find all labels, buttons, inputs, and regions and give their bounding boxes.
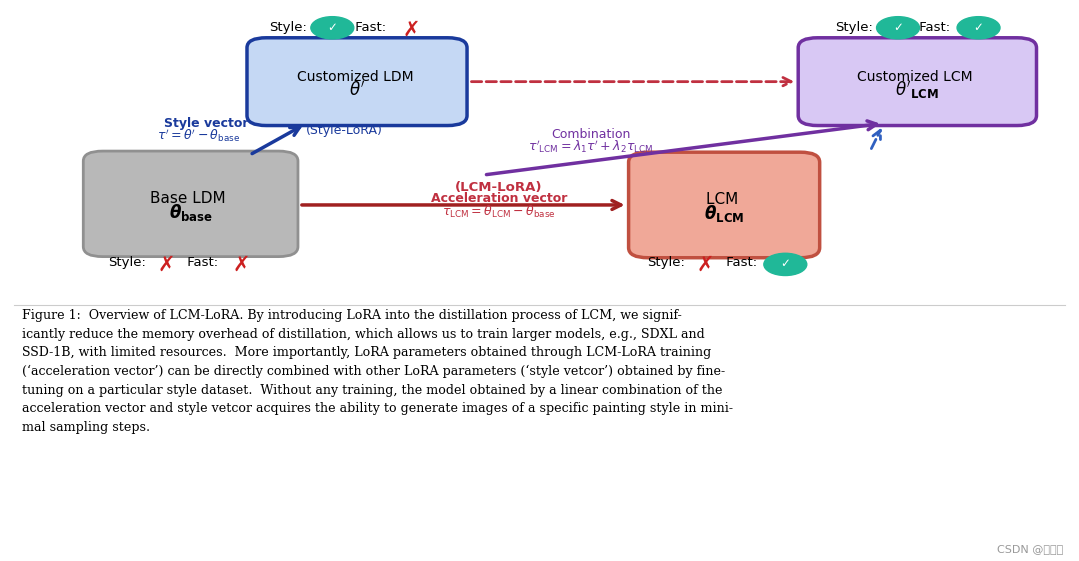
Text: Fast:: Fast: xyxy=(183,256,218,269)
Text: $\boldsymbol{\theta'}$: $\boldsymbol{\theta'}$ xyxy=(349,80,366,99)
Text: ✓: ✓ xyxy=(893,21,903,34)
Circle shape xyxy=(764,253,807,275)
Text: Style:: Style: xyxy=(269,21,306,34)
Text: Acceleration vector: Acceleration vector xyxy=(431,192,566,205)
Text: $\boldsymbol{\theta'}_{\mathbf{LCM}}$: $\boldsymbol{\theta'}_{\mathbf{LCM}}$ xyxy=(896,79,940,101)
Text: Fast:: Fast: xyxy=(915,21,951,34)
Text: Style:: Style: xyxy=(835,21,873,34)
Circle shape xyxy=(311,17,354,39)
Text: Fast:: Fast: xyxy=(351,21,385,34)
FancyBboxPatch shape xyxy=(629,152,820,257)
Text: ✗: ✗ xyxy=(232,254,250,274)
Text: Style vector: Style vector xyxy=(164,117,249,130)
Text: $\boldsymbol{\theta}_{\mathbf{base}}$: $\boldsymbol{\theta}_{\mathbf{base}}$ xyxy=(168,202,213,223)
Text: Fast:: Fast: xyxy=(722,256,757,269)
Text: Style:: Style: xyxy=(646,256,685,269)
Text: Base LDM: Base LDM xyxy=(150,191,231,206)
Text: $\tau' = \theta' - \theta_{\mathrm{base}}$: $\tau' = \theta' - \theta_{\mathrm{base}… xyxy=(156,128,240,144)
Text: ✗: ✗ xyxy=(696,254,713,274)
Text: (LCM-LoRA): (LCM-LoRA) xyxy=(455,181,543,194)
FancyBboxPatch shape xyxy=(247,38,467,126)
Text: ✓: ✓ xyxy=(973,21,983,34)
Circle shape xyxy=(876,17,919,39)
Text: Customized LCM: Customized LCM xyxy=(858,70,978,84)
Text: Figure 1:  Overview of LCM-LoRA. By introducing LoRA into the distillation proce: Figure 1: Overview of LCM-LoRA. By intro… xyxy=(22,309,733,434)
Text: CSDN @上总介: CSDN @上总介 xyxy=(997,544,1063,554)
Text: ✗: ✗ xyxy=(404,20,421,39)
Text: ✓: ✓ xyxy=(327,21,338,34)
Text: $\tau_{\mathrm{LCM}} = \theta_{\mathrm{LCM}} - \theta_{\mathrm{base}}$: $\tau_{\mathrm{LCM}} = \theta_{\mathrm{L… xyxy=(442,204,556,220)
Text: Combination: Combination xyxy=(551,128,631,141)
Text: Customized LDM: Customized LDM xyxy=(297,70,418,84)
FancyBboxPatch shape xyxy=(83,151,298,256)
Circle shape xyxy=(957,17,1000,39)
Text: $\boldsymbol{\theta}_{\mathbf{LCM}}$: $\boldsymbol{\theta}_{\mathbf{LCM}}$ xyxy=(704,203,745,224)
Text: ✗: ✗ xyxy=(158,254,175,274)
Text: (Style-LoRA): (Style-LoRA) xyxy=(305,124,383,137)
Text: $\tau'_{\mathrm{LCM}} = \lambda_1\tau' + \lambda_2\tau_{\mathrm{LCM}}$: $\tau'_{\mathrm{LCM}} = \lambda_1\tau' +… xyxy=(529,139,654,155)
Text: LCM: LCM xyxy=(706,192,742,207)
Text: ✓: ✓ xyxy=(780,257,790,270)
Text: Style:: Style: xyxy=(108,256,146,269)
FancyBboxPatch shape xyxy=(798,38,1037,126)
